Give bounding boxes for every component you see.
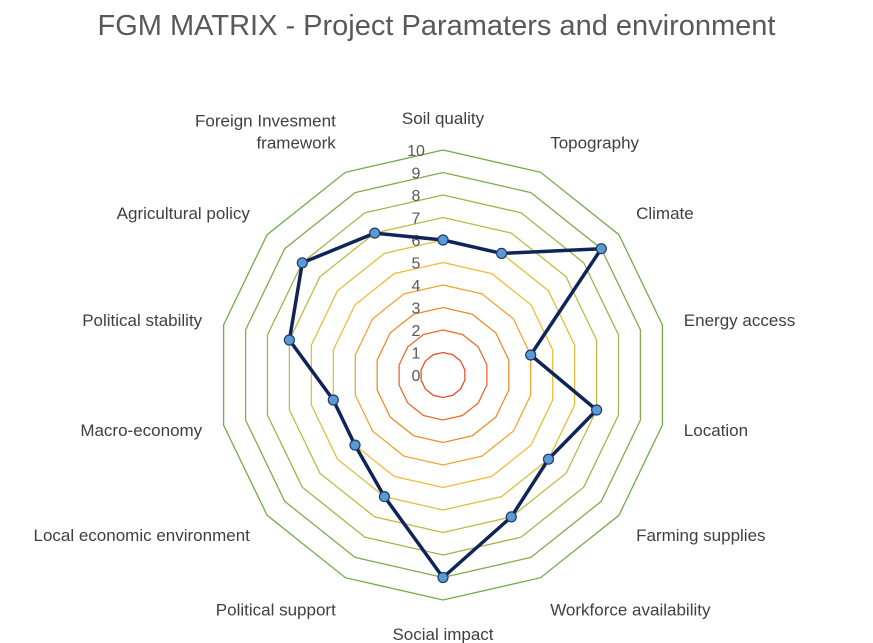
data-point-3: [525, 349, 537, 361]
category-label-9: Local economic environment: [33, 526, 250, 545]
data-point-12: [296, 257, 308, 269]
tick-label-8: 8: [412, 188, 421, 205]
tick-label-2: 2: [412, 323, 421, 340]
category-labels: Soil quality Topography Climate Energy acce…: [33, 109, 795, 643]
grid-ring-6: [310, 239, 576, 511]
category-label-0: Soil quality: [402, 109, 485, 128]
chart-title: FGM MATRIX - Project Paramaters and envi…: [97, 10, 776, 42]
data-point-4: [590, 404, 603, 416]
category-label-4: Location: [684, 421, 748, 440]
data-point-13: [369, 227, 381, 239]
category-label-11: Political stability: [82, 311, 202, 330]
tick-labels: 0 1 2 3 4 5 6 7 8 9 10: [407, 143, 425, 385]
category-label-6: Workforce availability: [550, 601, 711, 620]
category-label-13: Foreign Invesment framework: [195, 112, 336, 153]
grid-ring-1: [420, 351, 466, 399]
grid-ring-10: [222, 149, 664, 601]
tick-label-6: 6: [412, 233, 421, 250]
series-line-0: [287, 231, 604, 580]
tick-label-1: 1: [412, 346, 421, 363]
grid-ring-4: [354, 284, 532, 466]
data-point-9: [349, 439, 361, 451]
tick-label-7: 7: [412, 211, 421, 228]
tick-label-10: 10: [407, 143, 425, 160]
grid-ring-3: [376, 306, 510, 444]
category-label-3: Energy access: [684, 311, 796, 330]
category-label-1: Topography: [550, 134, 639, 153]
category-label-7: Social impact: [392, 625, 493, 643]
category-label-12: Agricultural policy: [117, 204, 251, 223]
data-point-8: [378, 491, 390, 503]
category-label-10: Macro-economy: [80, 421, 202, 440]
data-point-1: [496, 247, 508, 259]
tick-label-0: 0: [412, 368, 421, 385]
data-point-5: [542, 453, 555, 465]
tick-label-3: 3: [412, 301, 421, 318]
data-point-7: [437, 571, 449, 584]
category-label-5: Farming supplies: [636, 526, 765, 545]
tick-label-4: 4: [412, 278, 421, 295]
category-label-2: Climate: [636, 204, 694, 223]
grid-ring-7: [288, 216, 598, 534]
tick-label-5: 5: [412, 256, 421, 273]
data-point-2: [595, 243, 607, 255]
data-point-10: [327, 394, 339, 406]
grid-rings: [222, 149, 664, 601]
category-label-8: Political support: [216, 601, 336, 620]
data-point-6: [505, 511, 517, 523]
grid-ring-9: [244, 171, 642, 579]
grid-ring-2: [398, 329, 488, 421]
grid-ring-8: [266, 194, 620, 556]
grid-ring-5: [332, 261, 554, 489]
series-layer: [283, 227, 607, 584]
tick-label-9: 9: [412, 166, 421, 183]
data-point-11: [283, 334, 295, 346]
data-point-0: [437, 234, 449, 246]
